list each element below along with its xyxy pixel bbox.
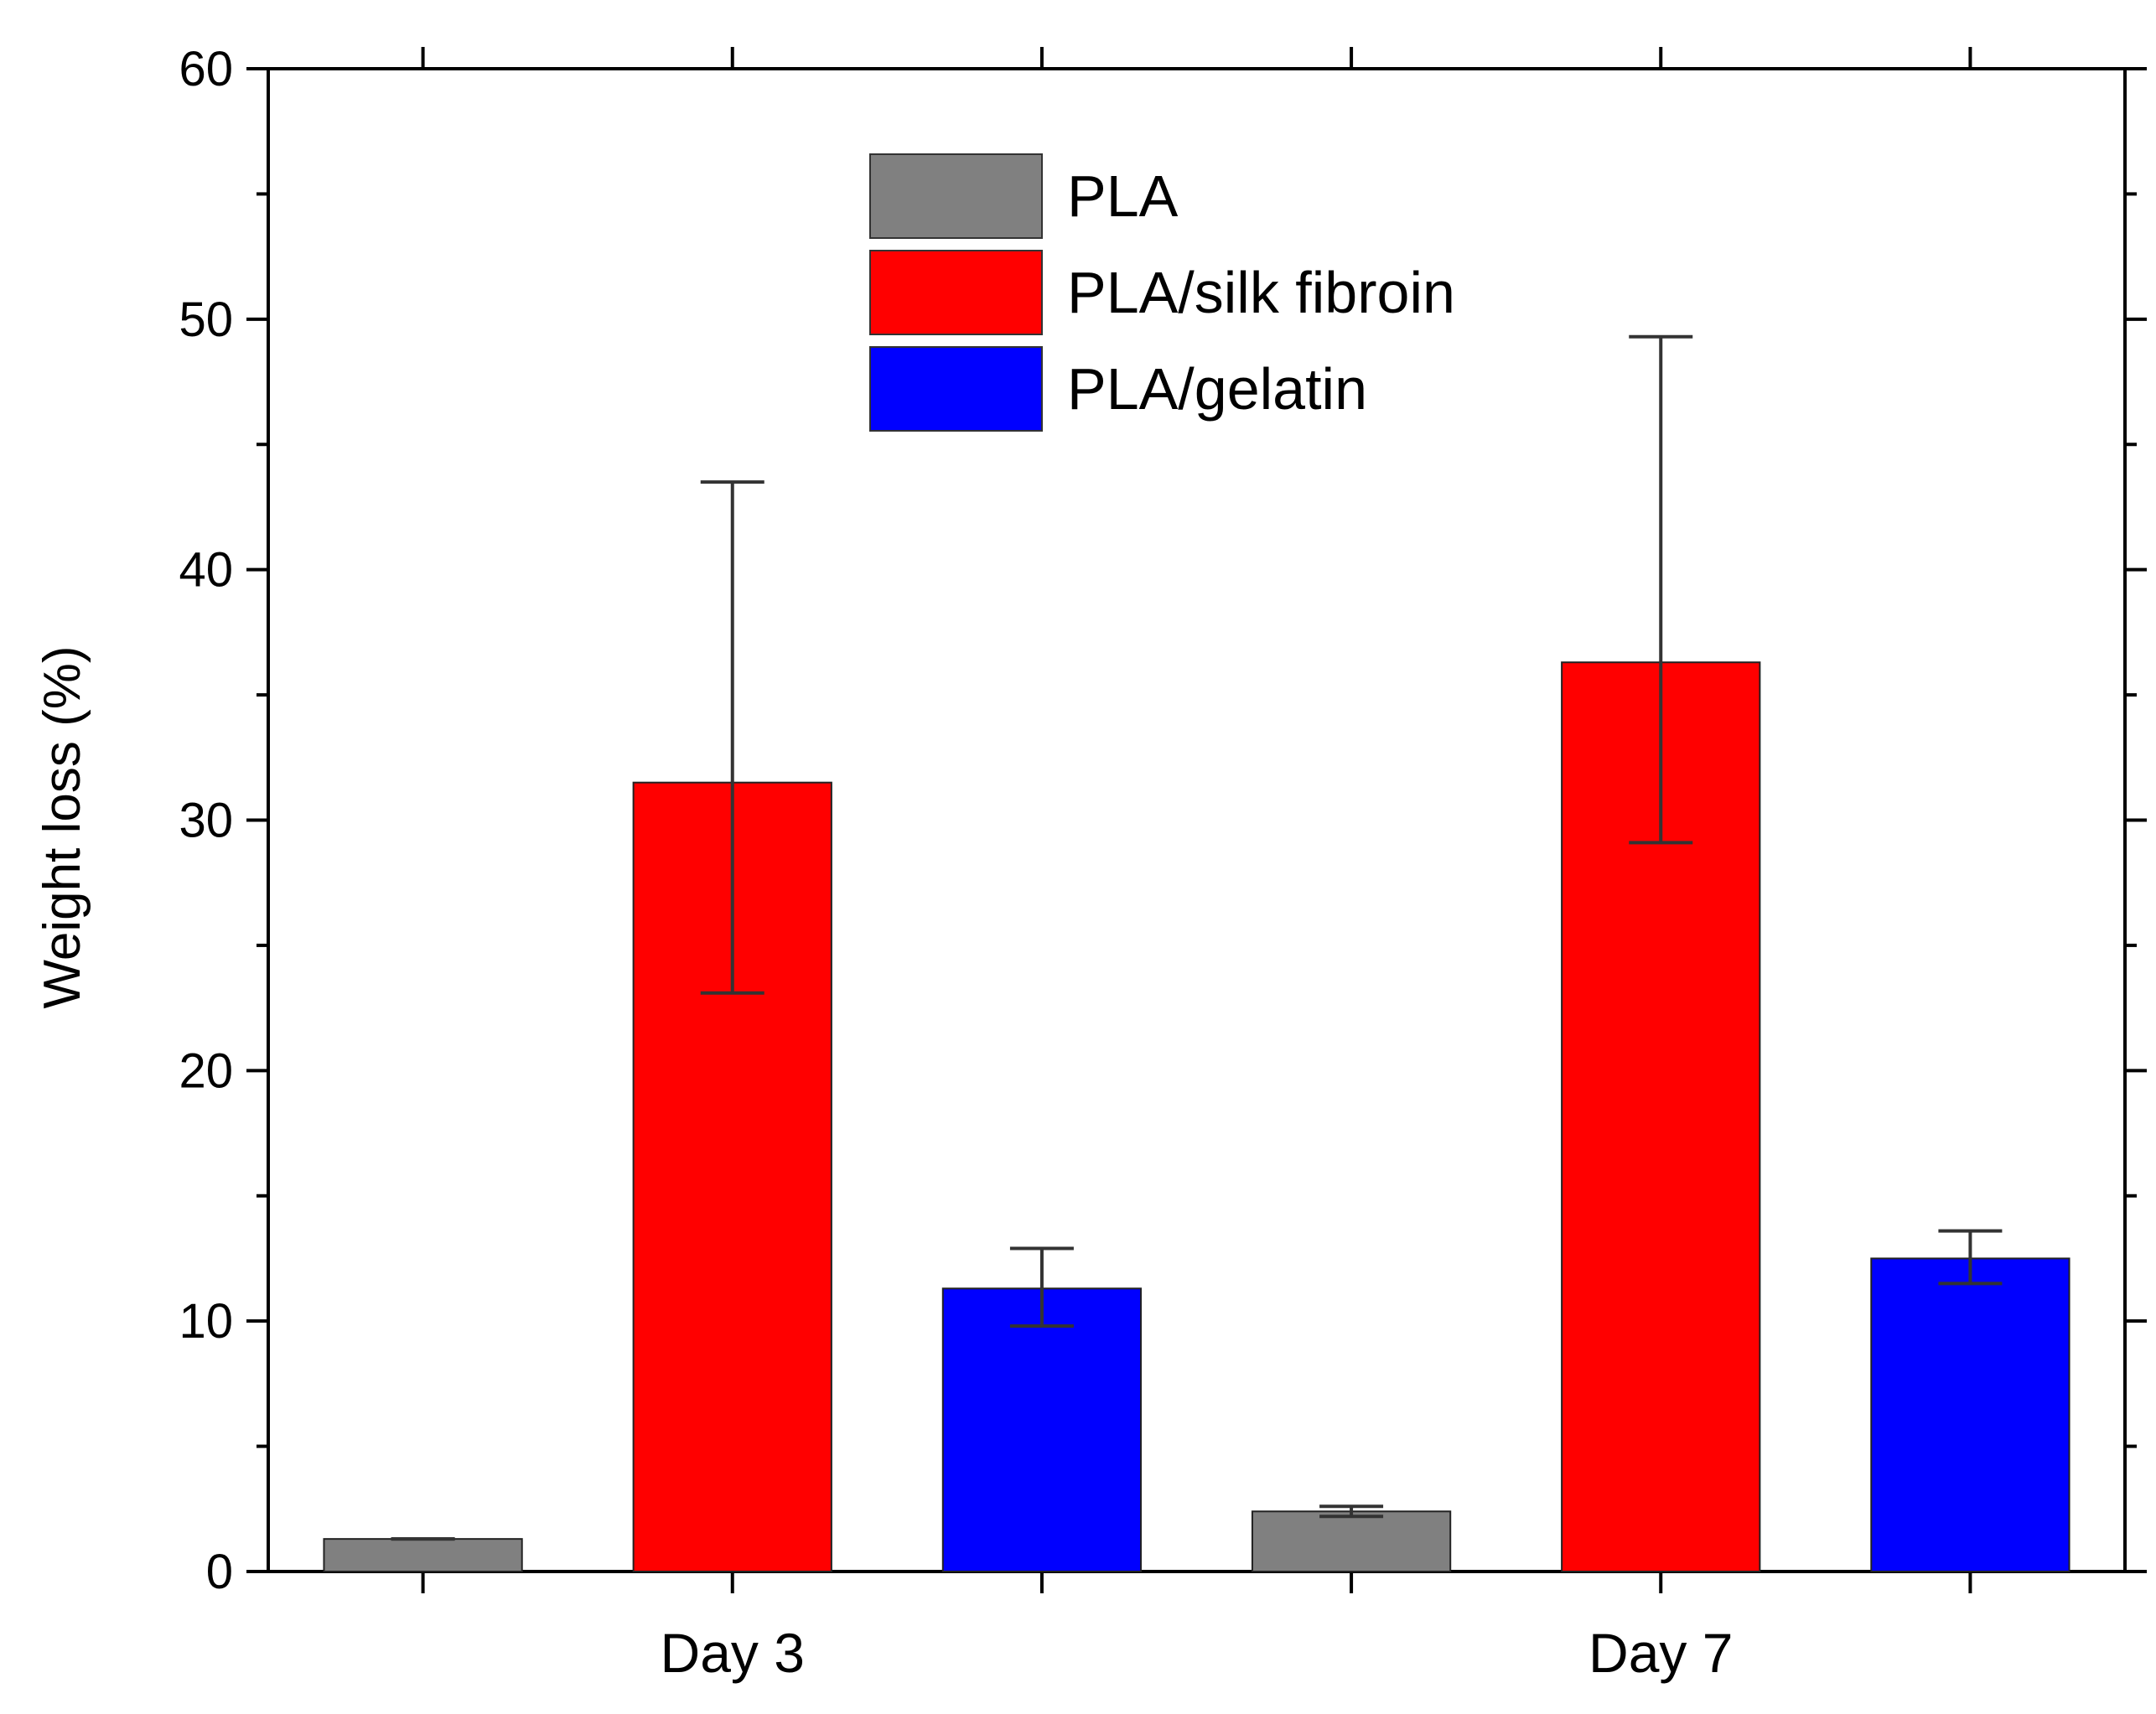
legend-swatch [869,250,1043,335]
legend-label: PLA [1067,163,1179,229]
y-tick-label: 30 [179,794,233,848]
legend-label: PLA/gelatin [1067,356,1367,422]
y-axis-ticks: 0 10 20 30 40 50 60 [179,42,2147,1599]
legend-label: PLA/silk fibroin [1067,260,1455,325]
y-tick-label: 0 [206,1545,233,1599]
y-tick-label: 40 [179,543,233,598]
y-tick-label: 10 [179,1294,233,1349]
x-category-label: Day 3 [661,1622,805,1684]
y-tick-label: 60 [179,42,233,96]
legend-swatch [869,346,1043,432]
bar-pla-gelatin-day-3 [941,1287,1143,1573]
y-axis-title: Weight loss (%) [34,646,91,1009]
x-category-label: Day 7 [1588,1622,1733,1684]
legend: PLA PLA/silk fibroin PLA/gelatin [869,153,1455,432]
legend-swatch [869,153,1043,239]
bar-pla-day-3 [323,1538,523,1572]
error-bars [391,334,2003,1541]
x-axis-ticks: Day 3 Day 7 [421,47,1972,1684]
bar-pla-gelatin-day-7 [1870,1257,2070,1573]
bar-pla-day-7 [1251,1510,1452,1573]
y-tick-label: 20 [179,1043,233,1098]
y-tick-label: 50 [179,293,233,347]
bar-marks [323,661,2070,1573]
